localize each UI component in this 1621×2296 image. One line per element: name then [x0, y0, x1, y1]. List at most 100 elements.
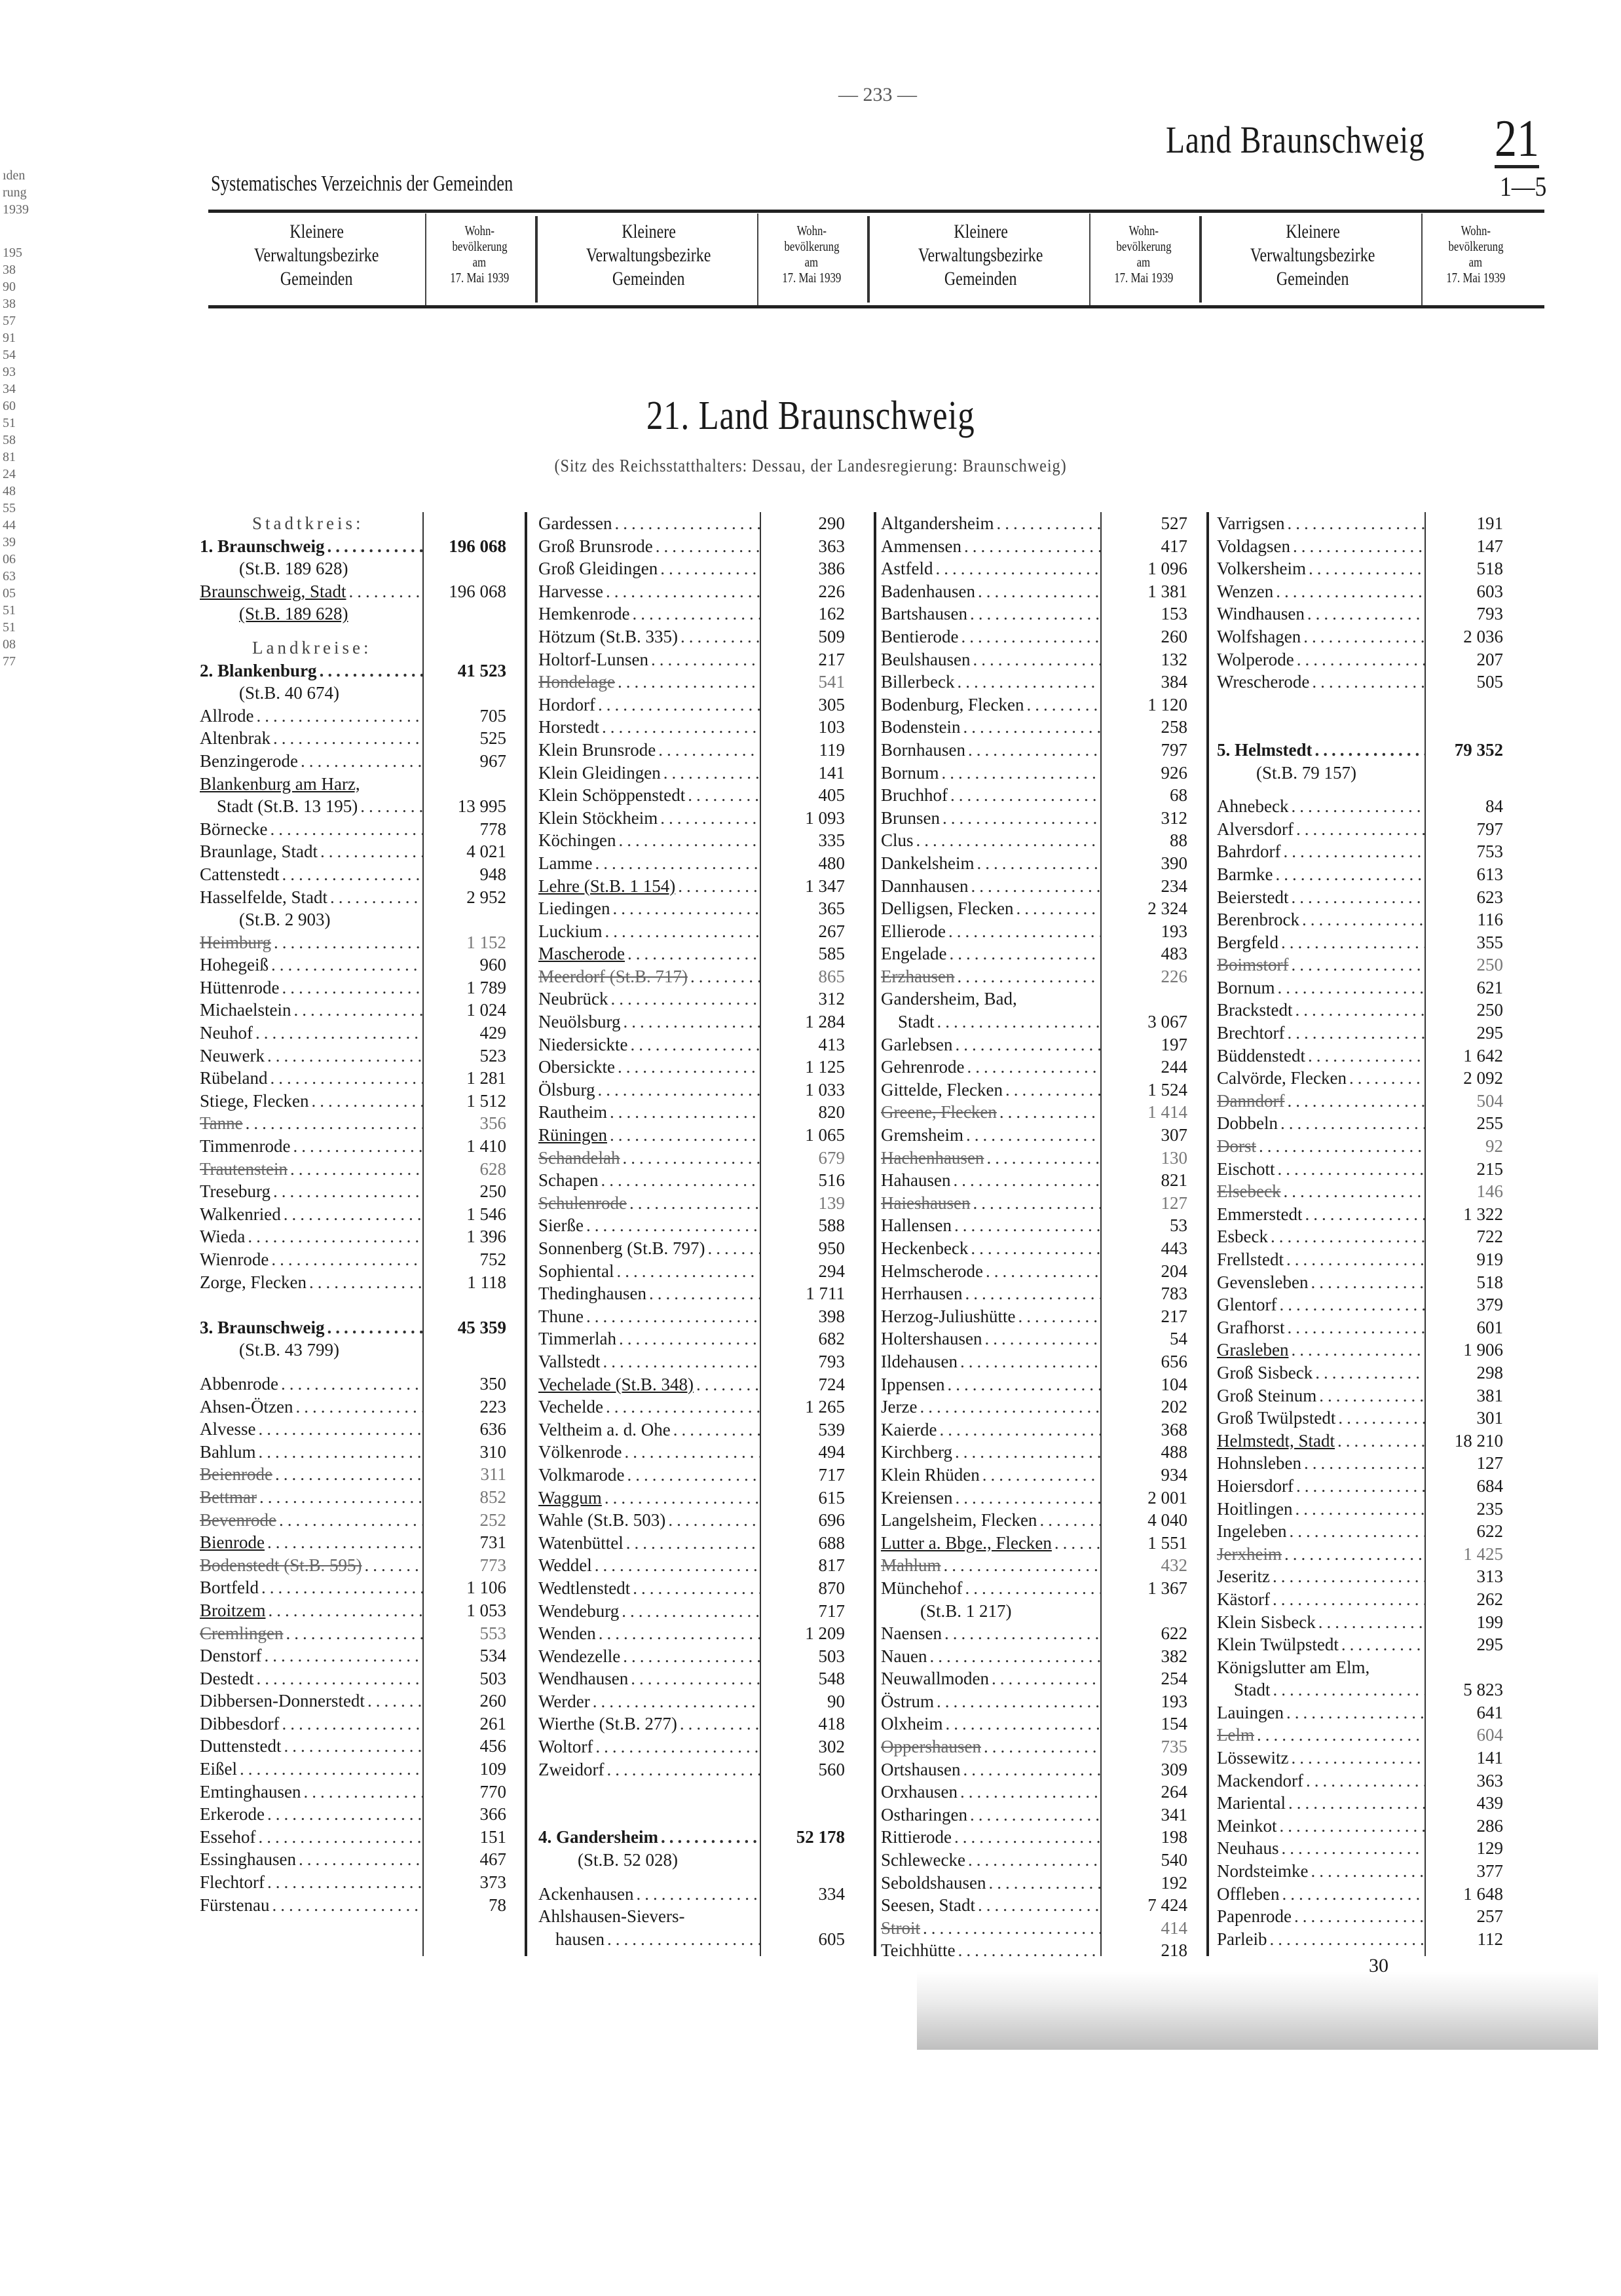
municipality-name: Klein Brunsrode [538, 739, 656, 760]
header-value-line: am [472, 254, 487, 270]
municipality-row: Rüningen................................… [538, 1124, 845, 1147]
dot-leader: ........................................… [1256, 1725, 1425, 1745]
municipality-row: Voldagsen...............................… [1217, 535, 1503, 558]
population-value: 119 [819, 739, 846, 760]
name-cell: Ildehausen..............................… [881, 1350, 1100, 1373]
population-value: 290 [818, 513, 846, 533]
population-value: 226 [1161, 966, 1188, 986]
name-cell: Ackenhausen.............................… [538, 1883, 760, 1906]
name-cell: Mackendorf..............................… [1217, 1769, 1425, 1792]
population-value: 141 [1476, 1748, 1504, 1768]
name-cell: Hoitlingen..............................… [1217, 1498, 1425, 1521]
municipality-row: Groß Gleidingen.........................… [538, 557, 845, 580]
municipality-name: Boimstorf [1217, 955, 1289, 975]
name-cell: Destedt.................................… [200, 1667, 422, 1690]
municipality-name: Stadtkreis: [252, 513, 364, 533]
population-value: 817 [818, 1555, 846, 1576]
name-cell: Offleben................................… [1217, 1883, 1425, 1906]
population-value: 2 952 [466, 887, 506, 907]
municipality-name: Gandersheim, Bad, [881, 989, 1017, 1009]
population-value: 1 281 [466, 1068, 506, 1088]
dot-leader: ........................................… [1295, 1475, 1425, 1496]
dot-leader: ........................................… [1311, 1861, 1425, 1881]
name-cell: Watenbüttel.............................… [538, 1532, 760, 1555]
municipality-name: Varrigsen [1217, 513, 1285, 533]
municipality-row: Holtershausen...........................… [881, 1327, 1187, 1350]
name-cell: Bornum..................................… [881, 762, 1100, 785]
name-cell: Kästorf.................................… [1217, 1588, 1425, 1611]
name-cell: Ostharingen.............................… [881, 1804, 1100, 1826]
municipality-name: Vechelade (St.B. 348) [538, 1374, 694, 1394]
municipality-row: Östrum..................................… [881, 1690, 1187, 1713]
municipality-name: Jerze [881, 1397, 918, 1417]
population-value: 5 823 [1463, 1680, 1503, 1700]
municipality-row: Varrigsen...............................… [1217, 512, 1503, 535]
municipality-name: Beierstedt [1217, 887, 1289, 907]
name-cell: Liedingen...............................… [538, 897, 760, 920]
name-cell: Wolperode...............................… [1217, 648, 1425, 671]
municipality-name: Bettmar [200, 1487, 257, 1507]
name-cell: Brackstedt..............................… [1217, 999, 1425, 1022]
header-value-line: 17. Mai 1939 [449, 270, 510, 286]
municipality-name: Bornhausen [881, 739, 965, 760]
population-value: 334 [818, 1883, 846, 1904]
population-value [1425, 1656, 1503, 1679]
municipality-row: Rittierode..............................… [881, 1826, 1187, 1849]
dot-leader: ........................................… [619, 1329, 760, 1349]
population-value [760, 1905, 845, 1928]
dot-leader: ........................................… [625, 1532, 760, 1553]
name-cell: Thune...................................… [538, 1305, 760, 1328]
municipality-row: Lössewitz...............................… [1217, 1747, 1503, 1769]
municipality-name: Offleben [1217, 1883, 1280, 1904]
population-value: 4 021 [466, 842, 506, 862]
municipality-name: Holtershausen [881, 1329, 982, 1349]
section-label: Landkreise: [200, 637, 506, 659]
name-cell: Danndorf................................… [1217, 1090, 1425, 1113]
name-cell: Clus....................................… [881, 829, 1100, 852]
municipality-row: Münchehof...............................… [881, 1577, 1187, 1600]
dot-leader: ........................................… [256, 705, 422, 726]
dot-leader: ........................................… [636, 1883, 760, 1904]
municipality-name: Ingeleben [1217, 1521, 1287, 1542]
population-value: 753 [1476, 842, 1504, 862]
municipality-row: Stadt (St.B. 13 195)....................… [200, 795, 506, 818]
population-value: 202 [1161, 1397, 1188, 1417]
population-value: 298 [1476, 1362, 1504, 1382]
municipality-row: Billerbeck..............................… [881, 671, 1187, 694]
municipality-name: Hüttenrode [200, 977, 280, 997]
municipality-name: Emmerstedt [1217, 1204, 1303, 1224]
municipality-row: Heimburg................................… [200, 931, 506, 954]
margin-fragment-text: 05 [3, 586, 16, 601]
name-cell: Bruchhof................................… [881, 784, 1100, 807]
dot-leader: ........................................… [586, 1215, 760, 1236]
municipality-row: Meerdorf (St.B. 717)....................… [538, 965, 845, 988]
name-cell: Jerxheim................................… [1217, 1543, 1425, 1566]
dot-leader: ........................................… [259, 1487, 422, 1507]
dot-leader: ........................................… [273, 1181, 422, 1202]
dot-leader: ........................................… [1018, 1306, 1100, 1326]
name-cell: Klein Rhüden............................… [881, 1464, 1100, 1487]
population-value: 398 [818, 1306, 846, 1326]
municipality-name: Broitzem [200, 1600, 266, 1620]
municipality-row: Timmenrode..............................… [200, 1135, 506, 1158]
name-cell: Altenbrak...............................… [200, 727, 422, 750]
dot-leader: ........................................… [985, 1261, 1100, 1281]
dot-leader: ........................................… [678, 876, 760, 896]
municipality-row: Volkmarode..............................… [538, 1464, 845, 1487]
municipality-row: Watenbüttel.............................… [538, 1532, 845, 1555]
footer-number: 30 [1369, 1955, 1388, 1976]
name-cell: Hohnsleben..............................… [1217, 1452, 1425, 1475]
municipality-name: Eischott [1217, 1158, 1275, 1179]
municipality-row: Woltorf.................................… [538, 1735, 845, 1758]
district-row: 4. Gandersheim..........................… [538, 1826, 845, 1849]
population-value: 934 [1161, 1464, 1188, 1485]
name-cell: Groß Gleidingen.........................… [538, 557, 760, 580]
name-cell: Ölsburg.................................… [538, 1079, 760, 1102]
name-cell: Blankenburg am Harz, [200, 773, 422, 796]
name-cell: Wedtlenstedt............................… [538, 1577, 760, 1600]
municipality-row: Vechelde................................… [538, 1396, 845, 1418]
municipality-name: Neuhof [200, 1023, 253, 1043]
municipality-name: Hordorf [538, 694, 595, 714]
name-cell: Volkmarode..............................… [538, 1464, 760, 1487]
page-title: 21. Land Braunschweig [0, 393, 1621, 439]
